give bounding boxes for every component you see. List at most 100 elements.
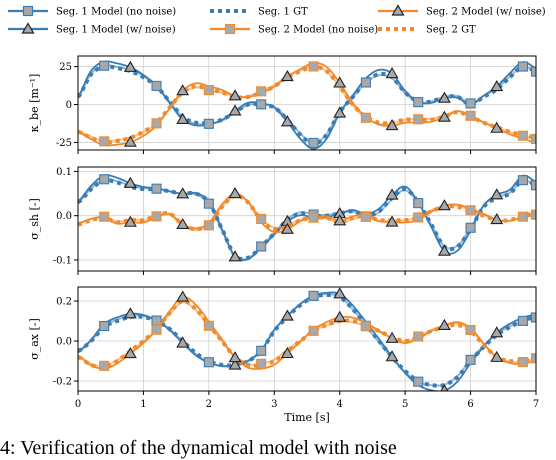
triangle-marker — [123, 60, 137, 72]
seg1-model-w-noise-line — [78, 291, 536, 391]
triangle-marker — [437, 91, 451, 103]
triangle-marker — [176, 217, 190, 230]
triangle-marker — [280, 309, 294, 321]
legend-label: Seg. 2 Model (w/ noise) — [426, 7, 546, 18]
square-marker — [413, 331, 424, 342]
triangle-marker — [333, 310, 347, 322]
triangle-marker — [437, 199, 451, 211]
square-marker — [256, 345, 267, 356]
square-marker — [203, 357, 214, 368]
y-axis-label: κ_be [m⁻¹] — [28, 74, 41, 133]
x-tick-label: 5 — [402, 399, 408, 410]
triangle-marker — [228, 186, 242, 199]
legend-label: Seg. 2 GT — [426, 25, 476, 36]
square-marker — [517, 211, 528, 222]
square-marker — [530, 66, 536, 77]
triangle-marker — [333, 76, 347, 88]
seg1-gt-line — [78, 177, 536, 262]
triangle-marker — [176, 290, 190, 302]
y-tick-label: -0.1 — [53, 255, 72, 266]
y-tick-label: 0.1 — [56, 167, 72, 178]
triangle-marker — [176, 84, 190, 96]
seg2-gt-line — [78, 193, 536, 232]
square-marker — [530, 133, 536, 145]
square-marker — [308, 212, 319, 223]
y-tick-label: -25 — [56, 138, 72, 149]
y-tick-label: 25 — [59, 62, 72, 73]
panels: -25 0 25 κ_be [m⁻¹] -0.10.00.1σ_sh [-] -0.2 0.… — [28, 55, 539, 424]
triangle-marker — [176, 336, 190, 348]
x-tick-label: 7 — [533, 399, 539, 410]
panel-1: -25 0 25 κ_be [m⁻¹] — [28, 55, 537, 154]
square-marker — [413, 212, 424, 223]
square-marker — [99, 174, 110, 185]
square-marker — [517, 315, 528, 326]
triangle-marker — [490, 121, 504, 133]
square-marker — [530, 353, 536, 364]
square-marker — [465, 98, 476, 109]
square-marker — [530, 209, 536, 220]
square-marker — [203, 118, 214, 129]
square-marker — [203, 220, 214, 231]
square-marker — [308, 325, 319, 336]
square-marker — [256, 358, 267, 369]
triangle-marker — [385, 215, 399, 227]
axes-frame — [77, 166, 537, 272]
y-axis-label: σ_ax [-] — [28, 318, 41, 360]
triangle-marker — [280, 222, 294, 234]
triangle-marker — [333, 214, 347, 226]
square-marker — [99, 211, 110, 222]
triangle-marker — [490, 350, 504, 362]
axes-frame — [77, 55, 537, 151]
square-marker — [360, 112, 371, 123]
square-marker — [151, 324, 162, 335]
square-marker — [308, 61, 319, 72]
triangle-marker — [385, 331, 399, 343]
legend: Seg. 1 Model (no noise) Seg. 1 Model (w/ … — [8, 4, 546, 36]
panel-2: -0.1 0.0 0.1 σ_sh [-] — [28, 166, 537, 275]
square-marker — [99, 360, 110, 371]
triangle-marker — [437, 244, 451, 256]
legend-label: Seg. 1 Model (w/ noise) — [56, 25, 176, 36]
triangle-marker — [385, 350, 399, 362]
square-marker — [99, 320, 110, 332]
square-marker — [413, 114, 424, 125]
x-tick-label: 6 — [467, 399, 473, 410]
legend-label: Seg. 2 Model (no noise) — [258, 25, 378, 36]
square-marker — [465, 205, 476, 216]
square-marker — [99, 60, 110, 71]
x-tick-label: 4 — [337, 399, 343, 410]
triangle-marker — [437, 318, 451, 330]
square-marker — [530, 180, 536, 191]
triangle-marker — [176, 187, 190, 199]
square-marker — [203, 320, 214, 331]
square-marker — [360, 211, 371, 222]
triangle-marker — [437, 110, 451, 122]
square-marker — [360, 321, 371, 332]
square-marker — [413, 198, 424, 209]
axes-frame — [77, 286, 537, 392]
triangle-marker — [123, 135, 137, 147]
triangle-marker — [385, 119, 399, 131]
x-tick-label: 1 — [140, 399, 146, 410]
legend-label: Seg. 1 GT — [258, 7, 308, 18]
triangle-marker — [333, 106, 347, 118]
triangle-marker — [490, 188, 504, 200]
legend-entry: Seg. 1 GT — [210, 7, 308, 18]
square-marker — [360, 77, 371, 88]
y-tick-label: 0.2 — [56, 297, 72, 308]
triangle-marker — [490, 212, 504, 225]
square-marker — [413, 97, 424, 108]
plot-area — [78, 60, 536, 150]
panel-3: -0.2 0.0 0.2 σ_ax [-] 0 1 2 3 4 5 6 7 Time [s] — [28, 286, 539, 424]
triangle-marker — [490, 326, 504, 338]
y-tick-label: 0 — [66, 100, 72, 111]
triangle-marker — [490, 79, 504, 92]
square-marker — [151, 315, 162, 326]
x-tick-label: 3 — [271, 399, 277, 410]
square-marker — [530, 312, 536, 323]
legend-square-marker — [224, 23, 236, 35]
y-tick-label: -0.2 — [53, 377, 72, 388]
legend-entry: Seg. 2 Model (w/ noise) — [378, 4, 546, 18]
square-marker — [99, 136, 110, 147]
